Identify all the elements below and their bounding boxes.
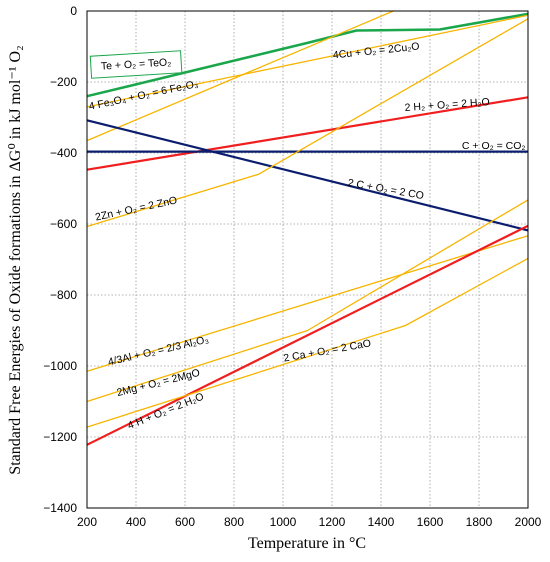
annotation-label: 4Cu + O₂ = 2Cu₂O	[332, 40, 420, 61]
y-tick-label: −400	[50, 146, 77, 160]
annotation: 2Zn + O₂ = 2 ZnO	[94, 194, 178, 223]
series-line	[86, 12, 529, 98]
series-line	[86, 224, 529, 446]
series-line	[86, 14, 529, 108]
series-line	[86, 119, 529, 232]
y-tick-label: −1400	[43, 501, 77, 515]
x-tick-label: 600	[175, 515, 195, 529]
y-tick-label: −1000	[43, 359, 77, 373]
annotation: 2 H₂ + O₂ = 2 H₂O	[404, 96, 490, 114]
plot-frame	[86, 10, 529, 509]
x-tick-label: 1800	[466, 515, 493, 529]
x-tick-label: 1000	[270, 515, 297, 529]
series-line	[86, 199, 529, 403]
grid	[87, 11, 528, 508]
x-tick-label: 800	[224, 515, 244, 529]
tick-labels: 200 400 600 800 1000 1200 1400 1600 1800 2000 0 −20…	[43, 4, 541, 529]
annotation: C + O₂ = CO₂	[462, 140, 526, 152]
series-line	[86, 10, 394, 142]
y-tick-label: 0	[70, 4, 77, 18]
annotation-label: 2Zn + O₂ = 2 ZnO	[94, 194, 178, 223]
annotation-label: C + O₂ = CO₂	[462, 140, 526, 152]
annotation: Te + O₂ = TeO₂	[89, 50, 183, 79]
y-tick-label: −600	[50, 217, 77, 231]
series-line	[86, 18, 529, 228]
y-axis-title: Standard Free Energies of Oxide formatio…	[7, 45, 24, 474]
annotation: 4/3Al + O₂ = 2/3 Al₂O₃	[107, 334, 210, 369]
series-lines	[86, 10, 529, 446]
series-line	[86, 96, 529, 171]
x-tick-label: 1200	[319, 515, 346, 529]
series-line	[86, 235, 529, 372]
y-tick-label: −200	[50, 75, 77, 89]
annotation-label: 4/3Al + O₂ = 2/3 Al₂O₃	[107, 334, 210, 369]
annotation-label: 2 H₂ + O₂ = 2 H₂O	[404, 96, 490, 114]
annotation-box	[89, 50, 183, 79]
x-tick-label: 1600	[417, 515, 444, 529]
x-axis-title: Temperature in °C	[248, 535, 366, 552]
series-line	[86, 257, 529, 428]
y-tick-label: −1200	[43, 430, 77, 444]
x-tick-label: 1400	[368, 515, 395, 529]
x-tick-label: 200	[77, 515, 97, 529]
x-tick-label: 2000	[515, 515, 542, 529]
y-tick-label: −800	[50, 288, 77, 302]
x-tick-label: 400	[126, 515, 146, 529]
annotation-label: Te + O₂ = TeO₂	[101, 56, 172, 72]
annotation: 2 C + O₂ = 2 CO	[347, 177, 425, 202]
annotation: 4Cu + O₂ = 2Cu₂O	[332, 40, 420, 61]
annotation-label: 2 C + O₂ = 2 CO	[347, 177, 425, 202]
